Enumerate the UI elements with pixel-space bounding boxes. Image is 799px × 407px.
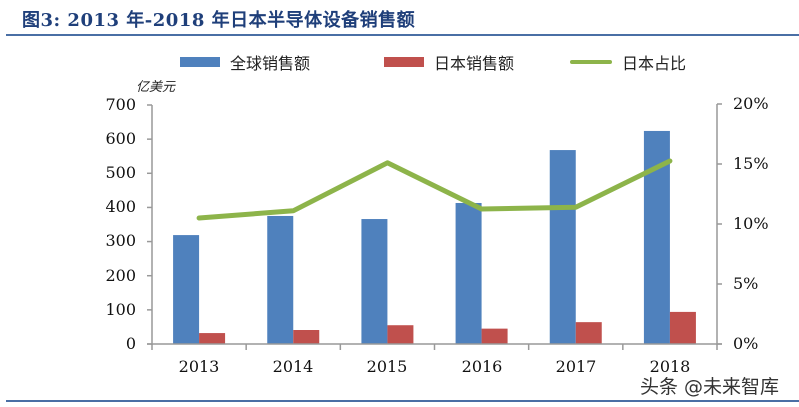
- x-axis: [147, 343, 722, 350]
- legend-swatch-line-icon: [570, 60, 612, 64]
- chart-legend: 全球销售额 日本销售额 日本占比: [180, 50, 740, 74]
- left-axis-tick-label: 100: [105, 300, 136, 319]
- right-axis-tick-label: 0%: [733, 334, 759, 353]
- japan-sales-bar: [199, 333, 226, 344]
- global-sales-bar: [455, 202, 482, 344]
- bottom-divider: [6, 400, 799, 402]
- left-axis-tick-label: 400: [105, 197, 136, 216]
- global-sales-bar: [173, 235, 200, 344]
- right-axis-tick-label: 15%: [733, 154, 769, 173]
- left-axis-tick-label: 200: [105, 266, 136, 285]
- x-axis-tick-label: 2018: [649, 357, 691, 376]
- left-axis: [147, 104, 153, 345]
- legend-label: 全球销售额: [230, 54, 311, 73]
- legend-item-global-sales: 全球销售额: [180, 50, 310, 74]
- japan-sales-bar: [387, 325, 414, 344]
- legend-item-japan-share: 日本占比: [570, 50, 686, 74]
- left-axis-tick-label: 700: [105, 95, 136, 114]
- legend-swatch-blue-icon: [180, 57, 220, 67]
- chart-title: 图3: 2013 年-2018 年日本半导体设备销售额: [22, 10, 416, 31]
- japan-sales-bar: [669, 311, 696, 344]
- right-axis-tick-label: 5%: [733, 274, 759, 293]
- bar-series: [173, 130, 696, 344]
- global-sales-bar: [361, 219, 388, 344]
- right-axis: [716, 103, 722, 345]
- japan-sales-bar: [293, 330, 320, 344]
- japan-sales-bar: [575, 322, 602, 344]
- x-axis-tick-label: 2014: [272, 357, 314, 376]
- legend-swatch-red-icon: [384, 57, 424, 67]
- left-axis-tick-label: 600: [105, 129, 136, 148]
- x-axis-tick-label: 2016: [461, 357, 503, 376]
- legend-item-japan-sales: 日本销售额: [384, 50, 514, 74]
- japan-sales-bar: [481, 328, 508, 344]
- x-axis-tick-label: 2015: [366, 357, 408, 376]
- left-axis-tick-label: 500: [105, 163, 136, 182]
- japan-share-line: [196, 158, 673, 221]
- legend-label: 日本占比: [622, 54, 687, 73]
- left-axis-tick-label: 0: [125, 334, 136, 353]
- title-divider: [6, 34, 799, 36]
- global-sales-bar: [267, 215, 294, 344]
- legend-label: 日本销售额: [434, 54, 515, 73]
- global-sales-bar: [549, 150, 576, 344]
- x-axis-tick-label: 2013: [178, 357, 220, 376]
- left-axis-unit: 亿美元: [136, 80, 176, 95]
- watermark: 头条 @未来智库: [640, 376, 780, 398]
- right-axis-tick-label: 20%: [733, 94, 769, 113]
- x-axis-tick-label: 2017: [555, 357, 597, 376]
- left-axis-tick-label: 300: [105, 231, 136, 250]
- right-axis-tick-label: 10%: [733, 214, 769, 233]
